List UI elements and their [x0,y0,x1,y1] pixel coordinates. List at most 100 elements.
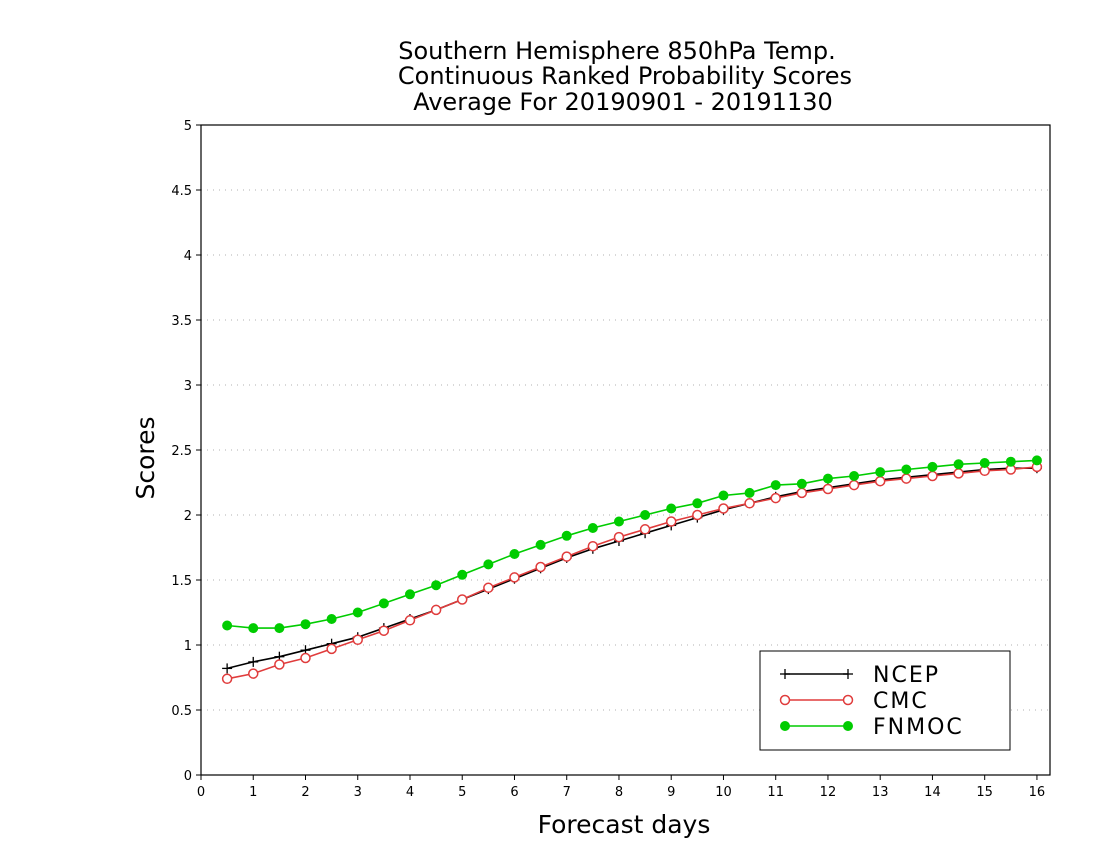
data-point-cmc [456,594,468,605]
legend-marker-ncep [780,669,790,679]
y-axis-ticks: 0 0.5 1 1.5 2 2.5 3 3.5 4 4.5 5 [171,119,201,784]
x-tick-label: 6 [510,785,518,800]
x-tick-label: 15 [976,785,993,800]
y-tick-label: 4.5 [171,184,192,199]
data-point-fnmoc [718,490,729,501]
x-tick-label: 12 [820,785,837,800]
data-point-fnmoc [352,607,363,618]
data-point-fnmoc [744,487,755,498]
data-point-cmc [874,475,886,487]
data-point-fnmoc [457,569,468,580]
chart-title-line-2: Continuous Ranked Probability Scores [398,62,852,90]
data-point-fnmoc [378,598,389,609]
series-ncep [222,463,1042,674]
data-point-cmc [378,625,390,636]
x-tick-label: 8 [615,785,623,800]
x-axis-title: Forecast days [538,810,711,839]
x-tick-label: 3 [354,785,362,800]
y-tick-label: 0 [184,769,192,784]
y-tick-label: 2 [184,509,192,524]
data-point-cmc [953,468,964,479]
data-point-cmc [639,524,651,535]
data-point-fnmoc [927,461,938,472]
data-point-cmc [692,509,703,521]
y-tick-label: 1 [184,639,192,654]
x-tick-label: 4 [406,785,414,800]
data-point-fnmoc [431,580,442,591]
data-point-fnmoc [300,619,311,630]
data-point-fnmoc [404,589,415,600]
x-tick-label: 7 [563,785,571,800]
data-point-fnmoc [666,503,677,514]
data-point-cmc [718,503,729,514]
data-point-fnmoc [483,559,494,570]
data-point-cmc [665,516,677,527]
series-cmc [221,461,1043,685]
x-tick-label: 1 [249,785,257,800]
data-point-fnmoc [640,510,651,520]
y-tick-label: 1.5 [171,574,192,589]
data-point-fnmoc [535,539,546,550]
data-point-fnmoc [796,478,807,489]
legend-label-fnmoc: FNMOC [873,715,964,740]
data-point-fnmoc [822,473,833,484]
data-point-fnmoc [248,623,259,634]
legend-label-cmc: CMC [873,689,929,714]
data-point-fnmoc [587,523,598,533]
data-point-cmc [822,483,834,495]
data-point-fnmoc [509,549,520,559]
data-point-fnmoc [770,480,781,491]
chart-title-line-3: Average For 20190901 - 20191130 [413,88,833,116]
data-point-fnmoc [1005,456,1016,467]
data-point-fnmoc [692,498,703,509]
data-point-cmc [613,531,625,543]
data-point-cmc [483,582,494,594]
data-point-fnmoc [326,614,337,624]
series-line-cmc [226,466,1037,680]
series-line-fnmoc [227,459,1037,629]
data-point-ncep [248,656,259,667]
data-point-fnmoc [613,516,624,527]
x-tick-label: 9 [667,785,675,800]
legend-marker-cmc [842,694,854,706]
y-tick-label: 0.5 [171,704,192,719]
data-point-cmc [274,659,285,670]
data-point-fnmoc [875,467,886,478]
x-tick-label: 10 [715,785,732,800]
data-point-cmc [404,615,416,626]
data-point-fnmoc [274,623,285,634]
data-point-fnmoc [953,459,964,470]
data-point-cmc [587,540,599,552]
y-tick-label: 4 [184,249,192,264]
data-point-cmc [927,470,938,482]
legend-marker-ncep [843,669,853,679]
data-point-cmc [300,652,311,664]
y-tick-label: 2.5 [171,444,192,459]
x-tick-label: 2 [301,785,309,800]
series-fnmoc [222,455,1042,634]
data-point-cmc [901,473,912,484]
legend-label-ncep: NCEP [873,663,940,688]
y-axis-title: Scores [131,416,160,499]
data-point-cmc [247,668,259,679]
series-line-ncep [226,467,1037,670]
y-tick-label: 3.5 [171,314,192,329]
x-tick-label: 14 [924,785,941,800]
legend-marker-fnmoc [780,721,790,731]
data-point-cmc [509,572,520,583]
x-tick-label: 0 [197,785,205,800]
data-point-cmc [848,479,860,491]
x-tick-label: 13 [872,785,889,800]
data-point-cmc [561,551,572,562]
data-series [221,455,1043,685]
chart-title: Southern Hemisphere 850hPa Temp. Continu… [398,37,852,116]
data-point-cmc [430,604,442,616]
data-point-fnmoc [561,530,572,541]
x-tick-label: 16 [1029,785,1046,800]
x-tick-label: 5 [458,785,466,800]
data-point-ncep [222,663,233,674]
x-tick-label: 11 [767,785,784,800]
data-point-fnmoc [1031,455,1042,466]
